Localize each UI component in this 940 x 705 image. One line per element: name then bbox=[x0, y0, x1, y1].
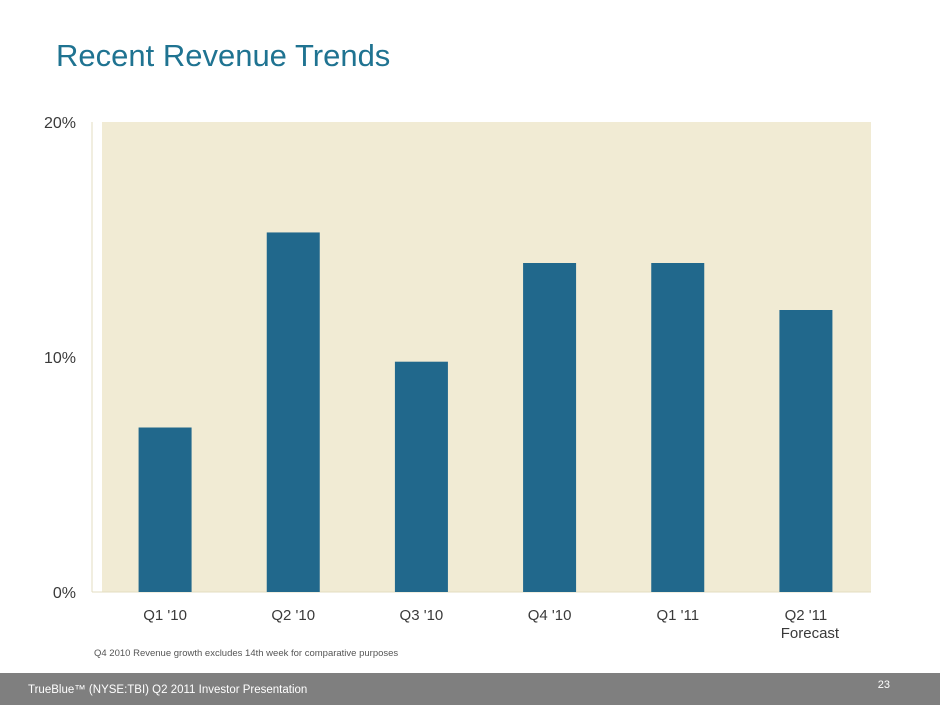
x-tick-label: Q1 '10 bbox=[143, 607, 187, 624]
bar-1 bbox=[266, 232, 320, 592]
y-tick-label: 0% bbox=[53, 585, 76, 602]
bar-2 bbox=[394, 361, 448, 592]
page-number: 23 bbox=[877, 679, 890, 691]
y-tick-label: 20% bbox=[44, 115, 76, 132]
x-tick-label: Q2 '11 bbox=[785, 607, 828, 624]
footnote: Q4 2010 Revenue growth excludes 14th wee… bbox=[94, 648, 399, 659]
plot-background bbox=[102, 122, 871, 592]
x-tick-sublabel: Forecast bbox=[781, 625, 840, 642]
bar-5 bbox=[779, 310, 833, 592]
y-tick-label: 10% bbox=[44, 350, 76, 367]
bar-3 bbox=[523, 263, 577, 592]
bar-4 bbox=[651, 263, 705, 592]
x-tick-label: Q2 '10 bbox=[271, 607, 315, 624]
bar-0 bbox=[138, 427, 192, 592]
x-tick-label: Q4 '10 bbox=[528, 607, 572, 624]
x-tick-label: Q3 '10 bbox=[400, 607, 444, 624]
x-tick-label: Q1 '11 bbox=[656, 607, 699, 624]
slide-title: Recent Revenue Trends bbox=[56, 38, 391, 73]
footer-text: TrueBlue™ (NYSE:TBI) Q2 2011 Investor Pr… bbox=[28, 684, 308, 696]
footer-bar: TrueBlue™ (NYSE:TBI) Q2 2011 Investor Pr… bbox=[0, 673, 940, 705]
revenue-bar-chart: 0% 10% 20% Q1 '10 Q2 '10 Q3 '10 Q4 '10 Q1 '11 Q… bbox=[44, 115, 871, 642]
